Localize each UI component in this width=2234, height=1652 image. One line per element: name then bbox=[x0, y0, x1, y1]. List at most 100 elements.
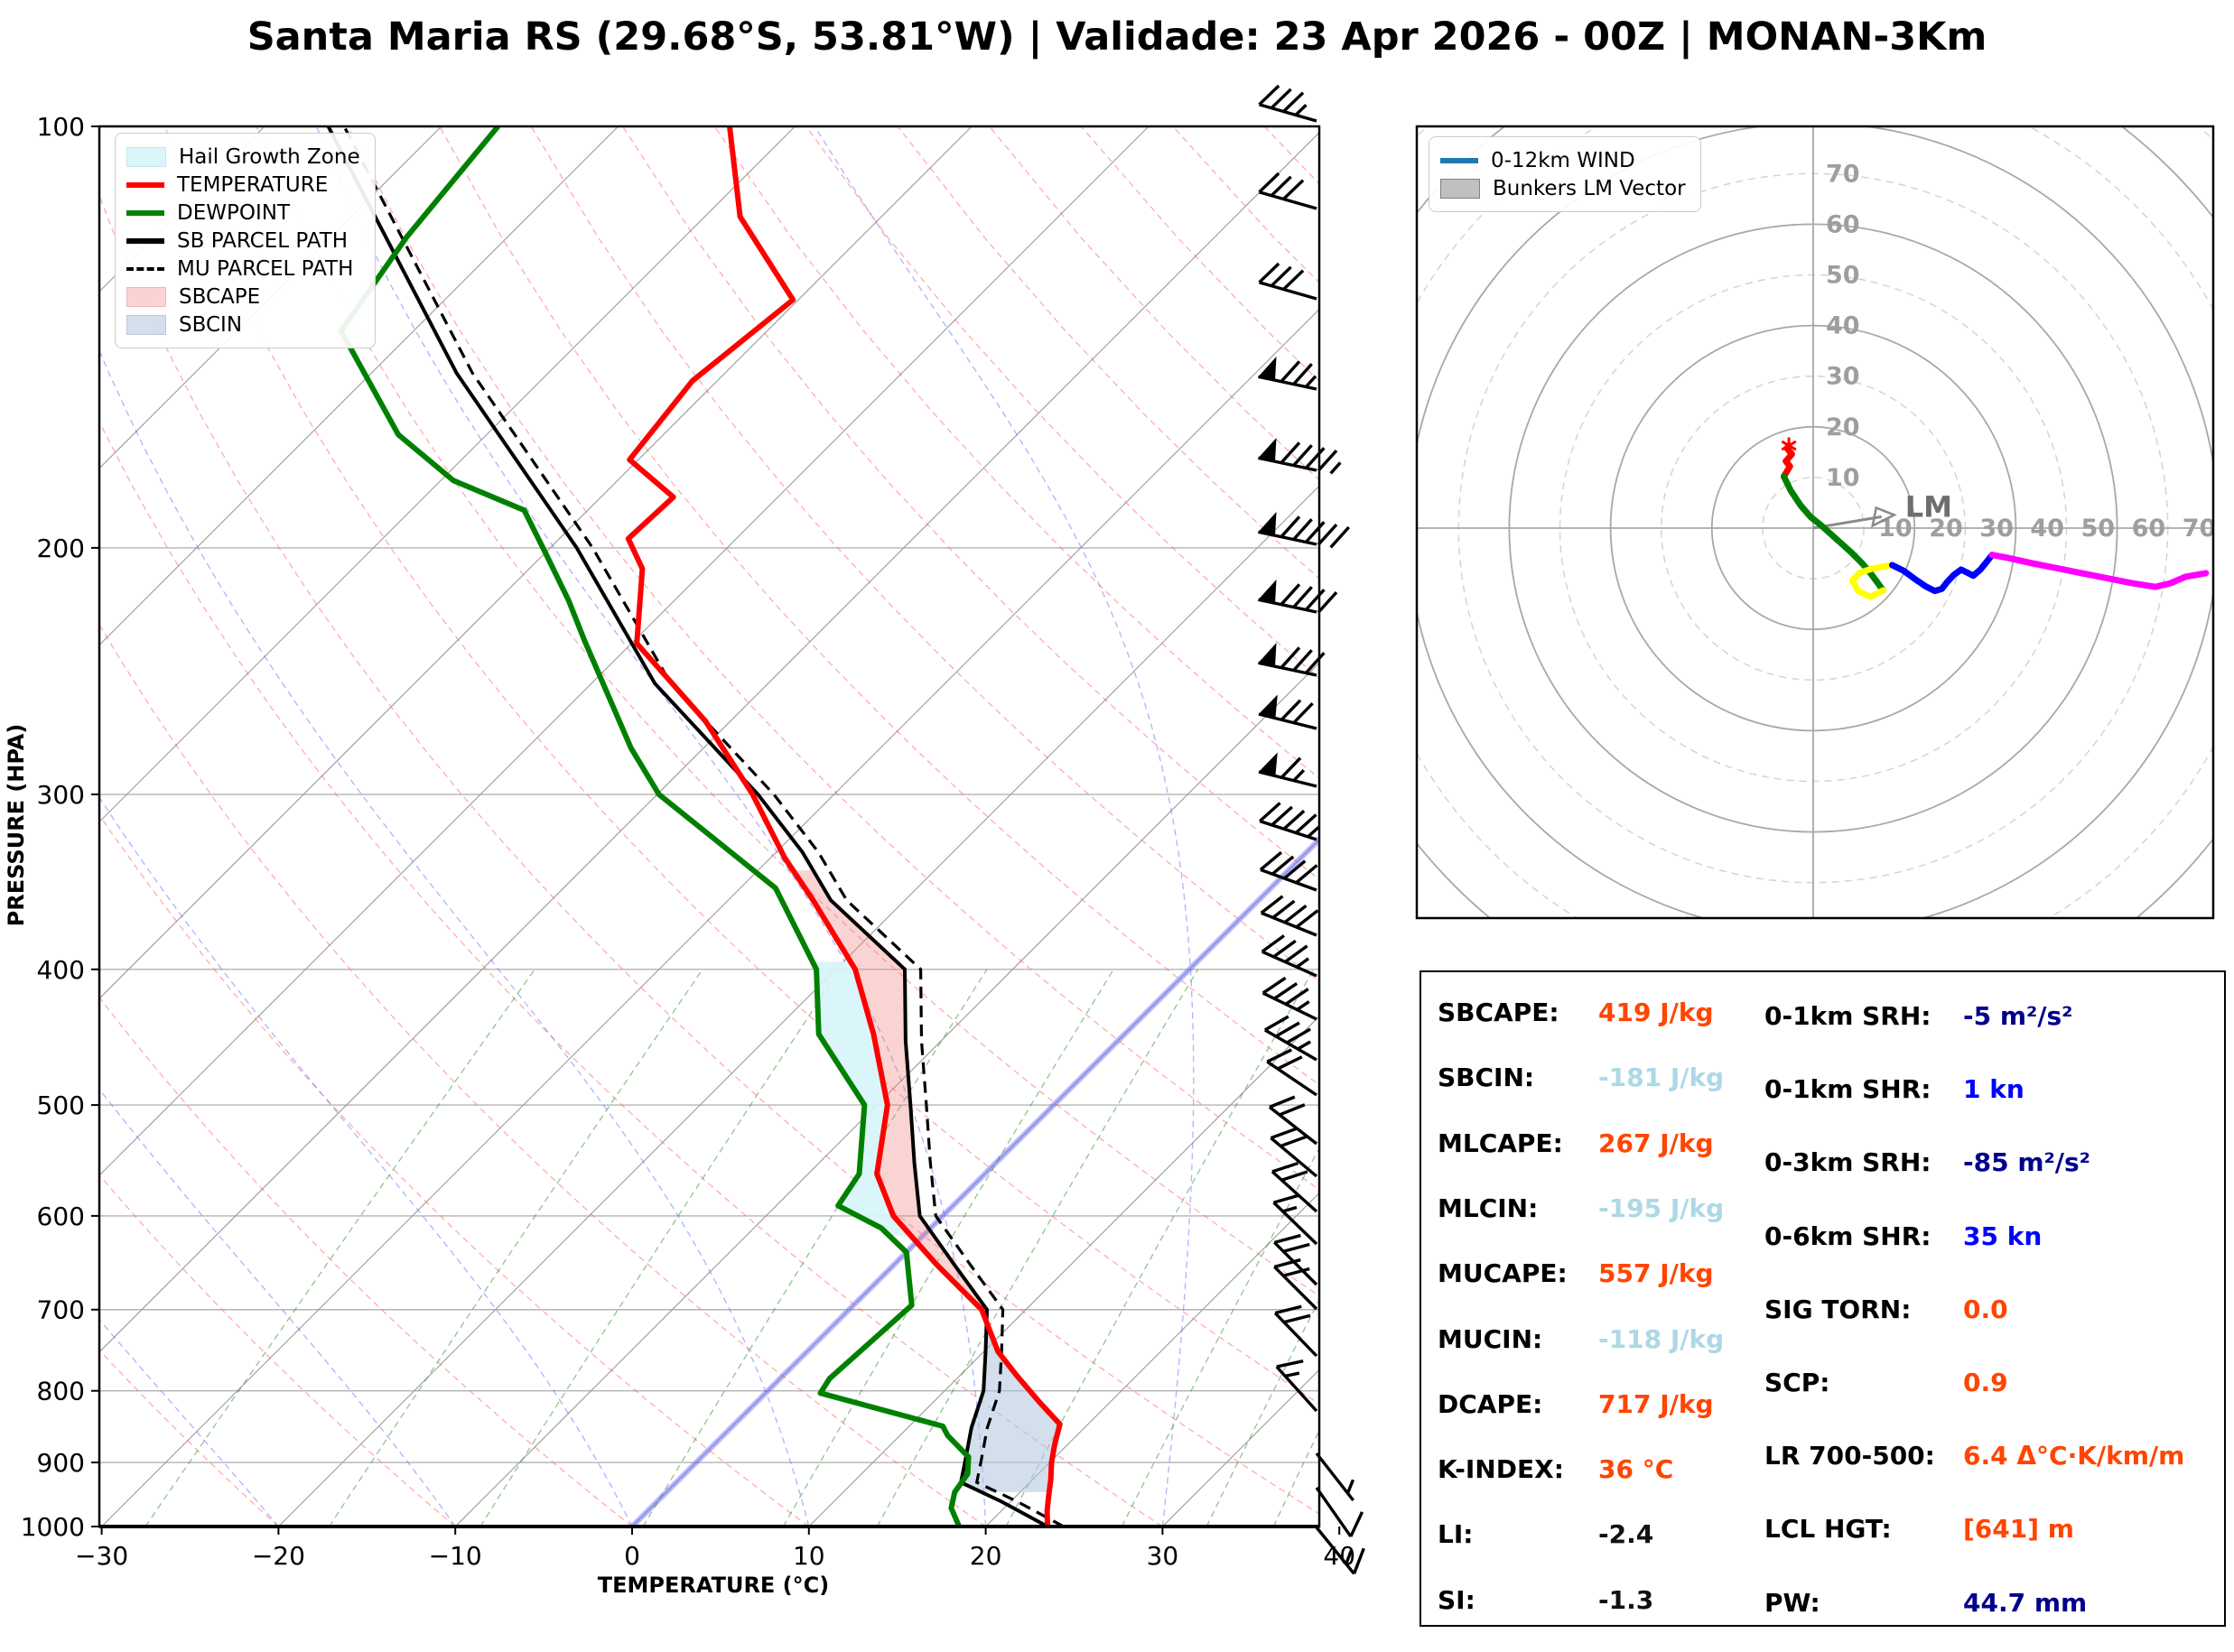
stat-label: 0-1km SHR: bbox=[1764, 1074, 1931, 1105]
dry-adiabat-line bbox=[99, 813, 810, 1527]
moist-adiabat-line bbox=[99, 1318, 279, 1527]
wind-barb bbox=[1315, 1452, 1355, 1502]
mixing-ratio-line bbox=[1121, 1146, 1319, 1527]
wind-barb bbox=[1258, 511, 1350, 549]
wind-barb bbox=[1270, 1127, 1318, 1178]
mixing-ratio-line bbox=[144, 969, 535, 1527]
skewt-legend-item: SBCAPE bbox=[126, 283, 360, 311]
wind-barb bbox=[1260, 895, 1319, 937]
stat-value: 557 J/kg bbox=[1598, 1258, 1714, 1289]
hodograph-ring-label: 20 bbox=[1826, 413, 1860, 441]
hodo-legend-item: Bunkers LM Vector bbox=[1440, 174, 1686, 202]
hodograph-ring-label: 60 bbox=[1826, 210, 1860, 238]
skewt-legend-item: TEMPERATURE bbox=[126, 171, 360, 199]
stat-value: 1 kn bbox=[1963, 1074, 2025, 1105]
wind-barb bbox=[1258, 642, 1326, 677]
hodo-legend-label: 0-12km WIND bbox=[1491, 148, 1635, 172]
stat-label: SIG TORN: bbox=[1764, 1294, 1912, 1324]
temperature-axis-title: TEMPERATURE (°C) bbox=[597, 1573, 830, 1598]
hodograph-ring-label: 70 bbox=[1826, 160, 1860, 188]
stat-label: K-INDEX: bbox=[1438, 1454, 1564, 1485]
hodograph-ring-label: 30 bbox=[1979, 515, 2014, 543]
mixing-ratio-line bbox=[329, 969, 703, 1527]
sbcape-fill bbox=[793, 870, 987, 1313]
wind-barb bbox=[1258, 262, 1317, 301]
wind-barb bbox=[1272, 1193, 1318, 1246]
mixing-ratio-line bbox=[479, 969, 841, 1527]
hodograph-ring-label: 40 bbox=[2030, 515, 2064, 543]
hodo-legend-swatch-icon bbox=[1440, 178, 1480, 199]
stats-panel: SBCAPE: 419 J/kg SBCIN: -181 J/kg MLCAPE: 267… bbox=[1420, 970, 2226, 1627]
mixing-ratio-line bbox=[642, 969, 988, 1527]
hodograph-ring-label: 50 bbox=[2081, 515, 2116, 543]
dewpoint-line bbox=[338, 126, 972, 1527]
stat-label: DCAPE: bbox=[1438, 1388, 1543, 1419]
dry-adiabat-line bbox=[99, 623, 986, 1527]
wind-barb bbox=[1261, 976, 1317, 1021]
isotherm-line bbox=[99, 126, 796, 823]
stat-value: 35 kn bbox=[1963, 1220, 2043, 1251]
temperature-tick-label: 0 bbox=[624, 1541, 640, 1571]
stat-value: -2.4 bbox=[1598, 1519, 1654, 1550]
stat-value: 0.0 bbox=[1963, 1294, 2008, 1324]
stat-value: -1.3 bbox=[1598, 1584, 1654, 1615]
isotherm-line bbox=[808, 1016, 1319, 1527]
wind-barb bbox=[1258, 579, 1338, 614]
isotherm-line bbox=[99, 126, 619, 646]
skewt-legend-item: SBCIN bbox=[126, 311, 360, 339]
pressure-tick-label: 800 bbox=[37, 1377, 85, 1406]
dry-adiabat-line bbox=[622, 126, 1319, 880]
wind-barb bbox=[1315, 1487, 1364, 1538]
stat-value: -118 J/kg bbox=[1598, 1323, 1725, 1354]
isotherm-line bbox=[278, 485, 1319, 1527]
pressure-tick-label: 1000 bbox=[21, 1512, 85, 1542]
wind-barb bbox=[1258, 356, 1317, 391]
skewt-legend-swatch-icon bbox=[126, 181, 164, 188]
wind-barb bbox=[1266, 1048, 1317, 1097]
hodo-legend-item: 0-12km WIND bbox=[1440, 146, 1686, 174]
pressure-tick-label: 400 bbox=[37, 955, 85, 985]
mixing-ratio-line bbox=[1005, 969, 1315, 1527]
dry-adiabat-line bbox=[713, 126, 1319, 779]
stat-label: LR 700-500: bbox=[1764, 1441, 1935, 1471]
stat-label: MUCIN: bbox=[1438, 1323, 1543, 1354]
moist-adiabat-line bbox=[99, 796, 633, 1527]
wind-barbs bbox=[1258, 84, 1365, 1575]
pressure-tick-label: 200 bbox=[37, 534, 85, 563]
hodo-legend-label: Bunkers LM Vector bbox=[1493, 176, 1686, 200]
stat-value: -181 J/kg bbox=[1598, 1063, 1725, 1093]
wind-barb bbox=[1273, 1258, 1318, 1311]
pressure-axis-title: PRESSURE (HPA) bbox=[4, 723, 29, 927]
hodograph-trace-segment bbox=[1889, 552, 1996, 595]
wind-barb bbox=[1258, 172, 1317, 210]
stat-value: 6.4 Δ°C·K/km/m bbox=[1963, 1441, 2185, 1471]
stat-value: -85 m²/s² bbox=[1963, 1147, 2090, 1178]
dry-adiabat-line bbox=[530, 126, 1319, 982]
dry-adiabat-line bbox=[347, 126, 1319, 1191]
dry-adiabat-line bbox=[99, 996, 633, 1527]
skewt-legend-label: Hail Growth Zone bbox=[179, 144, 360, 169]
stat-value: 267 J/kg bbox=[1598, 1128, 1714, 1158]
wind-barb bbox=[1258, 437, 1342, 475]
pressure-tick-label: 300 bbox=[37, 780, 85, 810]
stat-value: [641] m bbox=[1963, 1514, 2074, 1545]
skewt-legend-item: Hail Growth Zone bbox=[126, 143, 360, 171]
stat-value: -5 m²/s² bbox=[1963, 1001, 2073, 1031]
temperature-tick-label: −10 bbox=[429, 1541, 482, 1571]
skewt-legend-swatch-icon bbox=[126, 314, 166, 335]
isotherm-line bbox=[99, 126, 442, 469]
temperature-tick-label: 20 bbox=[970, 1541, 1002, 1571]
hodograph-ring-label: 30 bbox=[1826, 363, 1860, 391]
mixing-ratio-line bbox=[1272, 1429, 1319, 1527]
hodograph-ring-label: 40 bbox=[1826, 312, 1860, 340]
temperature-tick-label: 10 bbox=[793, 1541, 825, 1571]
skewt-legend-label: TEMPERATURE bbox=[177, 172, 329, 197]
hodograph-ring-label: 60 bbox=[2132, 515, 2166, 543]
hodograph-ring-label: 70 bbox=[2183, 515, 2217, 543]
temperature-tick-label: 40 bbox=[1323, 1541, 1355, 1571]
stat-value: -195 J/kg bbox=[1598, 1193, 1725, 1223]
stat-label: MUCAPE: bbox=[1438, 1258, 1568, 1289]
temperature-tick-label: −30 bbox=[75, 1541, 128, 1571]
dry-adiabat-line bbox=[256, 126, 1319, 1297]
